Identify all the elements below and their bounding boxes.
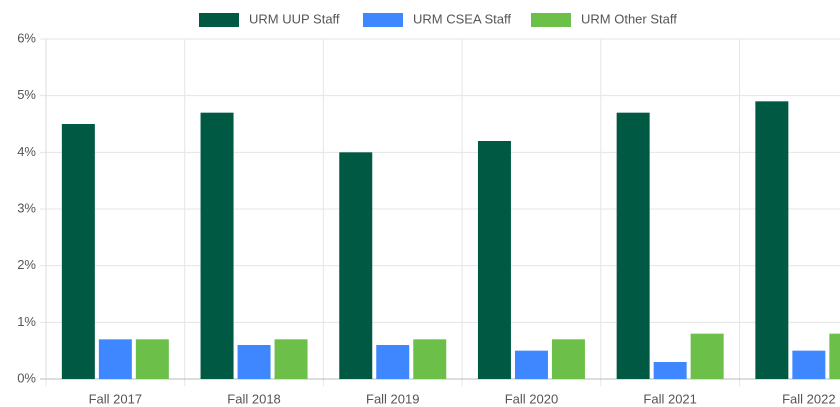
- y-tick-label: 5%: [17, 87, 36, 102]
- bar: [61, 124, 95, 379]
- x-tick-label: Fall 2021: [643, 391, 696, 406]
- bar: [413, 339, 447, 379]
- legend-swatch: [199, 13, 239, 27]
- bar: [514, 350, 548, 379]
- bar: [690, 333, 724, 379]
- bar: [376, 345, 410, 379]
- x-tick-label: Fall 2017: [89, 391, 142, 406]
- bar: [653, 362, 687, 379]
- y-tick-label: 6%: [17, 30, 36, 45]
- bar: [792, 350, 826, 379]
- bar: [755, 101, 789, 379]
- legend-swatch: [363, 13, 403, 27]
- legend-label: URM UUP Staff: [249, 11, 340, 26]
- bar: [200, 112, 234, 380]
- y-tick-label: 3%: [17, 200, 36, 215]
- y-tick-label: 1%: [17, 314, 36, 329]
- bar: [339, 152, 373, 379]
- bar: [616, 112, 650, 380]
- y-tick-label: 2%: [17, 257, 36, 272]
- bar: [551, 339, 585, 379]
- legend-label: URM Other Staff: [581, 11, 677, 26]
- bar: [829, 333, 840, 379]
- y-tick-label: 0%: [17, 370, 36, 385]
- x-tick-label: Fall 2018: [227, 391, 280, 406]
- x-tick-label: Fall 2022: [782, 391, 835, 406]
- bar: [477, 141, 511, 379]
- legend-label: URM CSEA Staff: [413, 11, 511, 26]
- bar: [237, 345, 271, 379]
- bar: [98, 339, 132, 379]
- y-tick-label: 4%: [17, 144, 36, 159]
- x-tick-label: Fall 2020: [505, 391, 558, 406]
- bar: [274, 339, 308, 379]
- legend-swatch: [531, 13, 571, 27]
- x-tick-label: Fall 2019: [366, 391, 419, 406]
- bar: [135, 339, 169, 379]
